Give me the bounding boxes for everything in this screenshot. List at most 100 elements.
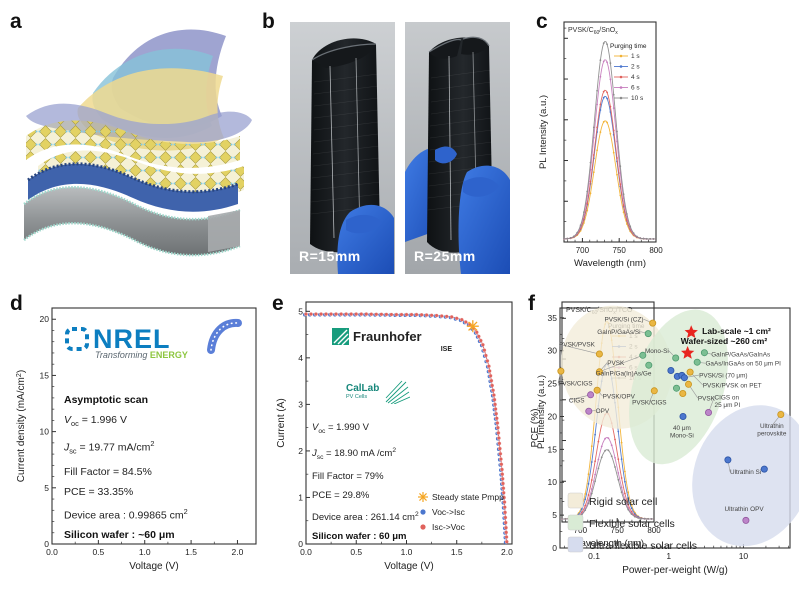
svg-text:GaInP/GaAs/GaInAs: GaInP/GaAs/GaInAs (711, 352, 770, 359)
svg-text:Ultrathin: Ultrathin (760, 423, 784, 430)
svg-text:PVSK/Si (70 μm): PVSK/Si (70 μm) (699, 373, 747, 380)
fraunhofer-logo-icon (332, 328, 349, 345)
svg-text:perovskite: perovskite (757, 431, 787, 438)
panel-b-letter: b (262, 10, 275, 33)
svg-text:PVSK/Si (CZ): PVSK/Si (CZ) (604, 317, 643, 324)
panel-d-letter: d (10, 292, 23, 315)
svg-text:PVSK/PVSK: PVSK/PVSK (559, 342, 596, 349)
solar-cell-roll (310, 38, 380, 253)
bend-radius-label-right: R=25mm (414, 248, 476, 264)
svg-text:0.5: 0.5 (350, 547, 362, 557)
svg-text:800: 800 (647, 526, 661, 535)
stat-line: Fill Factor = 84.5% (64, 465, 152, 478)
nrel-measurement-stats: Asymptotic scan Voc = 1.996 V Jsc = 19.77 … (64, 390, 188, 545)
bend-radius-label-left: R=15mm (299, 248, 361, 264)
nrel-logo-icon (65, 327, 89, 351)
svg-text:0.0: 0.0 (46, 547, 58, 557)
rolled-solar-cell-photo-right (405, 22, 510, 274)
stat-line: PCE = 33.35% (64, 485, 134, 498)
svg-text:GaInP/Ga(In)As/Ge: GaInP/Ga(In)As/Ge (596, 371, 652, 378)
svg-text:10 s: 10 s (631, 95, 644, 102)
glove-thumb (463, 177, 499, 197)
svg-text:700: 700 (576, 246, 590, 255)
svg-text:Mono-Si: Mono-Si (645, 348, 669, 355)
tandem-structure-illustration (23, 29, 252, 257)
panel-c-letter: c (536, 10, 548, 33)
svg-text:Voltage (V): Voltage (V) (129, 561, 178, 572)
svg-text:PL Intensity (a.u.): PL Intensity (a.u.) (536, 375, 547, 449)
svg-text:700: 700 (574, 526, 588, 535)
svg-text:PVSK/CIGS: PVSK/CIGS (632, 400, 666, 407)
svg-text:20: 20 (40, 314, 50, 324)
silicon-texture-zigzag (27, 162, 239, 194)
fraunhofer-logo: Fraunhofer ISE (332, 328, 452, 353)
svg-text:30: 30 (548, 346, 558, 356)
blue-swoosh-icon (207, 318, 242, 354)
nrel-logo: NREL Transforming ENERGY (64, 326, 188, 360)
stat-line: Jsc = 18.90 mA /cm2 (312, 446, 397, 461)
panel-e-letter: e (272, 292, 284, 315)
busbar-line (355, 57, 361, 237)
svg-text:Lab-scale ~1 cm²: Lab-scale ~1 cm² (702, 326, 771, 336)
panel-d: 0.0 0.5 1.0 1.5 2.0 0 5 10 15 20 Voltage (V) Curren… (8, 288, 266, 598)
svg-text:Current density (mA/cm2​): Current density (mA/cm2​) (14, 370, 27, 482)
svg-text:Rigid solar cell: Rigid solar cell (589, 496, 657, 508)
svg-text:5: 5 (44, 483, 49, 493)
svg-text:15: 15 (40, 370, 50, 380)
svg-text:Wafer-sized ~260 cm²: Wafer-sized ~260 cm² (681, 336, 768, 346)
rolled-solar-cell-photo-left (290, 22, 395, 274)
svg-text:20: 20 (548, 411, 558, 421)
panel-a-letter: a (10, 10, 22, 33)
pce-vs-power-per-weight-chart: 0.1 1 10 0 5 10 15 20 25 30 35 Power-per-weight (W/… (530, 305, 799, 576)
nrel-tagline-2: ENERGY (149, 350, 188, 360)
nrel-tagline-1: Transforming (95, 350, 148, 360)
svg-text:Mono-Si: Mono-Si (670, 433, 694, 440)
svg-text:GaAs/InGaAs on 50 μm PI: GaAs/InGaAs on 50 μm PI (705, 361, 781, 368)
svg-text:Wavelength (nm): Wavelength (nm) (572, 538, 644, 549)
svg-text:0.1: 0.1 (588, 551, 600, 561)
svg-text:Voltage (V): Voltage (V) (384, 561, 433, 572)
svg-text:CIGS: CIGS (569, 398, 585, 405)
stat-line: PCE = 29.8% (312, 489, 370, 501)
svg-text:0: 0 (44, 539, 49, 549)
svg-text:Flexible solar cells: Flexible solar cells (589, 518, 675, 530)
panel-c: 700 750 800 Wavelength (nm) PL Intensity (a.… (528, 8, 799, 549)
svg-text:Purging time: Purging time (610, 43, 647, 50)
svg-text:3: 3 (298, 399, 303, 409)
svg-text:4 s: 4 s (631, 74, 640, 81)
svg-text:Current (A): Current (A) (276, 398, 287, 447)
svg-text:4: 4 (298, 353, 303, 363)
svg-text:Ultrathin OPV: Ultrathin OPV (725, 506, 765, 513)
roll-top-fold (312, 44, 376, 68)
svg-text:2: 2 (298, 446, 303, 456)
svg-text:OPV: OPV (596, 408, 610, 415)
fraunhofer-measurement-stats: Voc = 1.990 V Jsc = 18.90 mA /cm2 Fill Fac… (312, 418, 419, 546)
svg-text:25: 25 (548, 379, 558, 389)
svg-text:PVSK/OPV: PVSK/OPV (603, 394, 636, 401)
svg-text:10: 10 (40, 427, 50, 437)
svg-text:2 s: 2 s (631, 64, 640, 71)
textured-silicon-layer (28, 163, 238, 212)
svg-text:PCE (%): PCE (%) (530, 409, 541, 448)
svg-text:PVSK/CIGS: PVSK/CIGS (558, 380, 592, 387)
busbar-line (329, 65, 335, 239)
perovskite-layer-top (26, 120, 240, 168)
stat-line: Jsc = 19.77 mA/cm2 (64, 439, 155, 456)
svg-text:Wavelength (nm): Wavelength (nm) (574, 258, 646, 269)
svg-text:CIGS on: CIGS on (715, 394, 740, 401)
svg-text:1.0: 1.0 (139, 547, 151, 557)
svg-text:800: 800 (649, 246, 663, 255)
stat-line: Voc = 1.990 V (312, 422, 369, 435)
svg-text:PVSK: PVSK (607, 360, 625, 367)
photo-bend-r15: R=15mm (290, 22, 395, 274)
svg-text:0.5: 0.5 (92, 547, 104, 557)
stat-line: Voc = 1.996 V (64, 414, 127, 429)
svg-text:1: 1 (666, 551, 671, 561)
svg-text:10: 10 (739, 551, 749, 561)
callab-logo: CalLab PV Cells (346, 380, 411, 404)
svg-text:750: 750 (611, 526, 625, 535)
svg-text:2.0: 2.0 (232, 547, 244, 557)
svg-text:5: 5 (298, 306, 303, 316)
panel-e: 0.0 0.5 1.0 1.5 2.0 0 1 2 3 4 5 Voltage (V) Current … (266, 288, 522, 598)
